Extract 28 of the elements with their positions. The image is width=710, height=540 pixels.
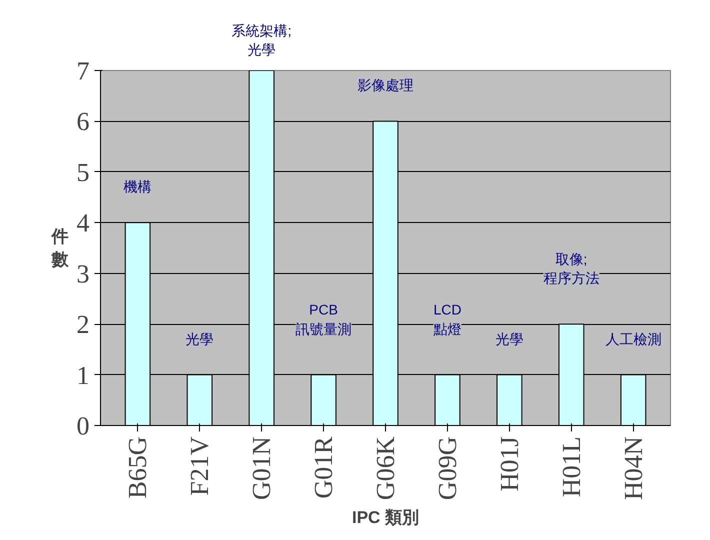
annotation: 光學	[495, 330, 524, 347]
x-tick-label: H04N	[618, 436, 648, 500]
annotation: 光學	[186, 330, 214, 347]
x-tick-label: G06K	[371, 436, 400, 500]
x-tick-label: G09G	[432, 436, 462, 500]
x-tick-label: B65G	[123, 436, 152, 499]
y-tick-label: 2	[76, 310, 90, 340]
x-tick-label: H01J	[494, 436, 524, 492]
annotation: LCD 點燈	[432, 302, 462, 337]
y-tick-label: 4	[76, 208, 90, 238]
y-tick-label: 6	[76, 107, 90, 136]
annotation: 影像處理	[358, 77, 414, 94]
y-tick-label: 3	[76, 259, 90, 288]
x-tick-label: G01R	[309, 436, 338, 499]
annotation: 人工檢測	[605, 330, 662, 347]
y-tick-label: 1	[76, 360, 90, 390]
y-tick-label: 5	[76, 158, 90, 187]
annotation: 取像; 程序方法	[543, 250, 600, 286]
annotation: 機構	[124, 178, 152, 195]
annotation: PCB 訊號量測	[296, 302, 352, 337]
x-axis-title: IPC 類別	[352, 508, 420, 528]
y-axis-title: 件數	[50, 227, 70, 269]
x-tick-label: G01N	[247, 436, 276, 500]
y-tick-label: 7	[76, 56, 90, 86]
y-tick-label: 0	[76, 412, 90, 440]
x-tick-label: H01L	[556, 436, 586, 498]
text: 系統架構; 光學	[232, 22, 292, 58]
x-tick-label: F21V	[185, 436, 214, 496]
